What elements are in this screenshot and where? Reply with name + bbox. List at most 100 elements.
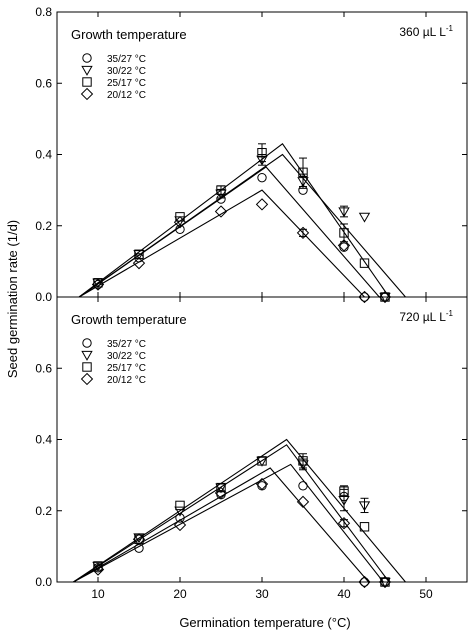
- data-point: [257, 481, 267, 491]
- data-point: [256, 456, 268, 467]
- legend-title: Growth temperature: [71, 312, 187, 327]
- fit-line: [73, 463, 384, 583]
- data-point: [255, 198, 269, 211]
- x-tick-label: 30: [255, 587, 269, 601]
- data-point: [359, 522, 370, 532]
- legend-entry: 25/17 °C: [107, 363, 146, 374]
- legend-entry: 30/22 °C: [107, 66, 146, 77]
- data-point: [380, 577, 390, 587]
- data-point: [132, 256, 146, 270]
- legend-entry: 30/22 °C: [107, 351, 146, 362]
- y-tick-label: 0.6: [35, 361, 52, 375]
- panel-note-superscript: -1: [446, 309, 454, 318]
- fit-line: [78, 166, 380, 298]
- data-point: [173, 518, 187, 532]
- fit-line: [73, 438, 406, 583]
- legend-entry: 35/27 °C: [107, 339, 146, 350]
- data-point: [338, 207, 350, 218]
- data-point: [378, 575, 392, 589]
- data-point: [298, 167, 308, 178]
- data-point: [339, 228, 349, 238]
- legend-marker: [82, 53, 92, 63]
- data-point: [257, 148, 267, 158]
- panel-1: 0.0 0.2 0.4 0.6 0.8 Growth temperature 35/27 °…: [35, 5, 468, 304]
- data-point: [358, 290, 371, 304]
- data-point: [337, 517, 351, 530]
- data-point: [132, 533, 146, 546]
- x-tick-label: 50: [419, 587, 433, 601]
- data-point: [358, 575, 371, 589]
- legend-entry: 35/27 °C: [107, 54, 146, 65]
- panel-note-text: 360 µL L: [399, 25, 446, 39]
- data-point: [173, 216, 187, 229]
- data-point: [91, 563, 105, 576]
- fit-line: [73, 444, 390, 583]
- data-point: [216, 482, 226, 493]
- x-axis-title: Germination temperature (°C): [179, 615, 350, 630]
- data-point: [298, 481, 308, 491]
- y-tick-label: 0.0: [35, 290, 52, 304]
- data-point: [93, 561, 103, 571]
- data-point: [379, 292, 391, 303]
- data-point: [257, 172, 267, 183]
- fit-line: [78, 143, 390, 298]
- legend-entry: 20/12 °C: [107, 375, 146, 386]
- data-point: [174, 506, 186, 517]
- legend-marker: [82, 338, 92, 348]
- y-tick-label: 0.4: [35, 148, 52, 162]
- x-tick-label: 40: [337, 587, 351, 601]
- data-point: [359, 577, 370, 587]
- legend-marker: [80, 87, 94, 101]
- fit-line: [78, 153, 406, 298]
- data-point: [134, 534, 144, 544]
- y-tick-label: 0.8: [35, 5, 52, 19]
- legend-title: Growth temperature: [71, 27, 187, 42]
- panel-note-text: 720 µL L: [399, 310, 446, 324]
- y-axis-title: Seed germination rate (1/d): [5, 220, 20, 378]
- data-point: [358, 501, 371, 512]
- data-point: [298, 456, 308, 466]
- data-point: [257, 456, 267, 466]
- data-point: [134, 249, 144, 259]
- panel-note: 360 µL L-1: [399, 24, 453, 39]
- y-tick-label: 0.4: [35, 433, 52, 447]
- legend-marker: [80, 372, 94, 386]
- y-tick-label: 0.6: [35, 76, 52, 90]
- data-point: [255, 477, 269, 491]
- data-point: [337, 239, 351, 252]
- data-point: [214, 486, 228, 500]
- data-point: [175, 212, 185, 222]
- data-point: [296, 495, 310, 509]
- data-point: [339, 486, 349, 496]
- legend-entry: 20/12 °C: [107, 90, 146, 101]
- data-point: [339, 242, 349, 252]
- data-point: [215, 483, 227, 494]
- y-tick-label: 0.2: [35, 219, 52, 233]
- data-point: [175, 513, 185, 523]
- data-point: [358, 212, 371, 223]
- panel-2: 0.0 0.2 0.4 0.6 10 20 30 40 50 Growth temperature…: [35, 296, 468, 601]
- data-point: [216, 185, 226, 195]
- y-tick-label: 0.2: [35, 504, 52, 518]
- legend-entry: 25/17 °C: [107, 78, 146, 89]
- legend-marker: [82, 362, 92, 372]
- data-point: [91, 278, 105, 291]
- legend-marker: [82, 77, 92, 87]
- data-point: [134, 543, 144, 553]
- data-point: [214, 205, 228, 218]
- legend-marker: [81, 65, 93, 76]
- legend-marker: [81, 350, 93, 361]
- panel-note: 720 µL L-1: [399, 309, 453, 324]
- panel-note-superscript: -1: [446, 24, 454, 33]
- data-point: [378, 290, 392, 304]
- data-point: [175, 500, 185, 511]
- y-tick-label: 0.0: [35, 575, 52, 589]
- data-point: [296, 226, 310, 240]
- data-point: [379, 577, 391, 588]
- x-tick-label: 10: [91, 587, 105, 601]
- data-point: [359, 258, 370, 268]
- fit-line: [78, 189, 365, 298]
- data-point: [133, 250, 145, 261]
- x-tick-label: 20: [173, 587, 187, 601]
